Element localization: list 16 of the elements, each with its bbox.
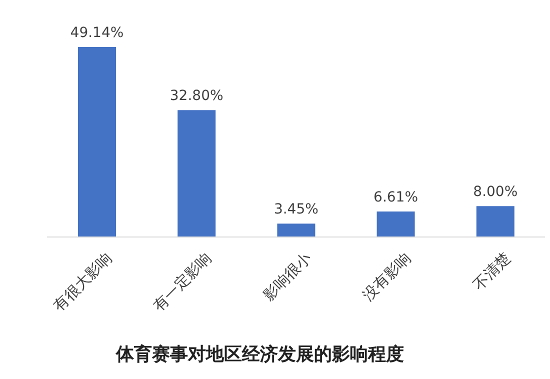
data-label: 8.00% [473, 184, 518, 200]
bar [178, 110, 216, 237]
x-tick-label: 有很大影响 [50, 249, 116, 315]
data-label: 32.80% [170, 88, 224, 104]
text: 体育赛事对地区经济发展的影响程度 [114, 343, 405, 366]
data-label: 3.45% [274, 202, 318, 218]
bar [277, 224, 316, 237]
bar [376, 211, 415, 237]
x-tick-label: 有一定影响 [149, 249, 216, 315]
x-tick-label: 没有影响 [359, 249, 414, 304]
data-label: 49.14% [70, 25, 124, 41]
data-label: 6.61% [374, 189, 418, 206]
bar [78, 47, 116, 237]
x-tick-label: 影响很小 [260, 249, 315, 304]
bar [476, 206, 514, 237]
x-tick-label: 不清楚 [469, 249, 514, 294]
